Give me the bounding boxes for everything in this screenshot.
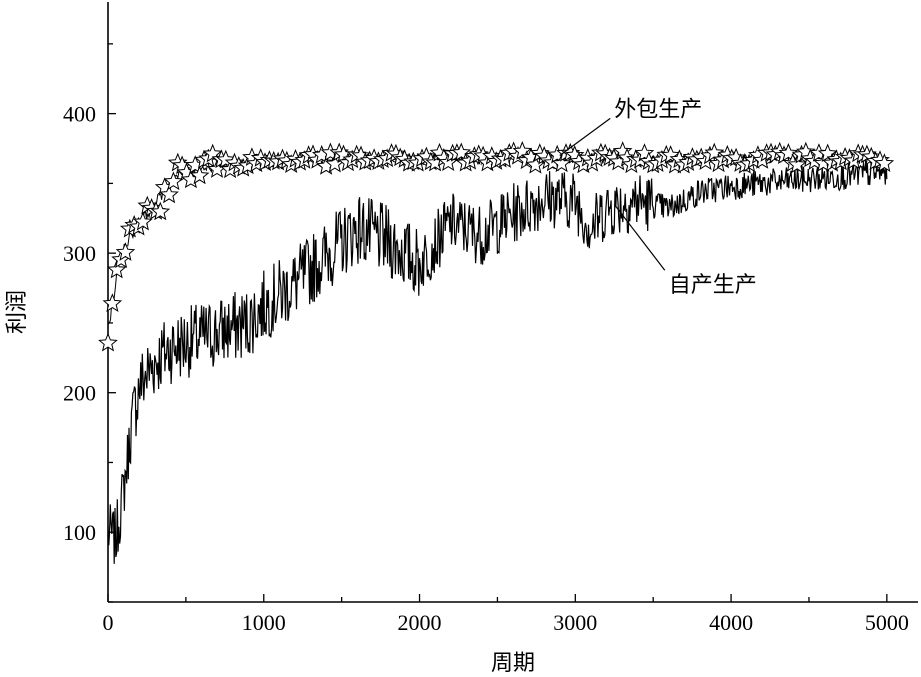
x-tick-label: 5000: [865, 610, 909, 635]
x-tick-label: 1000: [242, 610, 286, 635]
x-tick-label: 0: [103, 610, 114, 635]
y-tick-label: 100: [63, 520, 96, 545]
outsourcing-star-marker: [787, 154, 807, 174]
outsourcing-star-marker: [98, 332, 118, 352]
annotation-leader-line: [613, 203, 666, 271]
y-tick-label: 300: [63, 241, 96, 266]
y-axis-title: 利润: [5, 290, 30, 334]
outsourcing-star-marker: [163, 171, 184, 191]
annotation-label: 外包生产: [614, 97, 702, 122]
annotation-leader-line: [559, 117, 611, 156]
outsourcing-star-marker: [150, 201, 171, 221]
outsourcing-star-marker: [660, 145, 681, 164]
x-axis-title: 周期: [491, 651, 535, 676]
annotation-label: 自产生产: [669, 273, 757, 298]
y-tick-label: 400: [63, 102, 96, 127]
x-tick-label: 4000: [709, 610, 753, 635]
outsourcing-star-marker: [115, 242, 136, 261]
series-layer: [98, 140, 895, 564]
series-line-self-production: [107, 158, 888, 564]
outsourcing-star-marker: [102, 293, 123, 312]
outsourcing-star-marker: [106, 259, 127, 279]
outsourcing-star-marker: [189, 165, 210, 185]
x-tick-label: 3000: [553, 610, 597, 635]
y-tick-label: 200: [63, 381, 96, 406]
outsourcing-star-marker: [874, 153, 895, 172]
outsourcing-star-marker: [159, 184, 179, 204]
axes: 0 1000 2000 3000 4000 5000 100 200 300 400 周期 利润: [5, 2, 918, 676]
outsourcing-star-marker: [551, 153, 572, 173]
x-tick-label: 2000: [398, 610, 442, 635]
outsourcing-star-marker: [778, 142, 799, 162]
outsourcing-star-marker: [133, 211, 153, 231]
